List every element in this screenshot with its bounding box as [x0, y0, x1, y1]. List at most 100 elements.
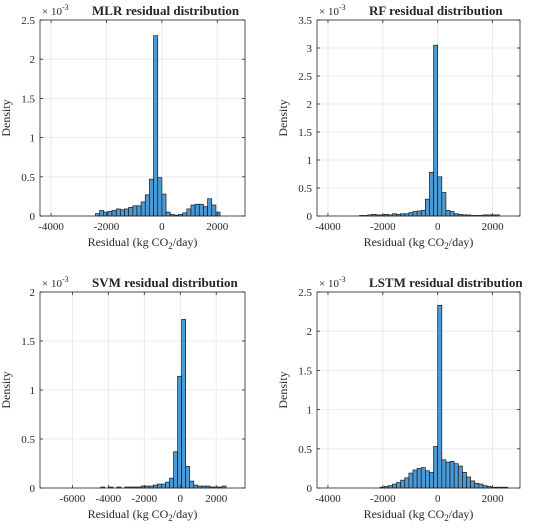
y-tick-label: 0.5 [21, 172, 35, 184]
histogram-bar [194, 203, 200, 217]
histogram-bar [190, 204, 196, 217]
histogram-bar [182, 212, 188, 217]
histogram-bar [416, 468, 422, 489]
histogram-bar [429, 171, 434, 217]
histogram-bar [457, 465, 463, 489]
y-axis-exponent: × 10-3 [319, 275, 346, 290]
histogram-bar [215, 211, 221, 217]
chart-title: MLR residual distribution [92, 3, 240, 18]
y-tick-label: 0 [307, 211, 313, 223]
y-tick-label: 1.5 [298, 127, 312, 139]
y-tick-label: 1 [307, 155, 313, 167]
y-tick-label: 0.5 [298, 444, 312, 456]
chart-panel-4: -4000 -2000 0 2000 0 0.5 1 1.5 2 2.5 × 10-3 LSTM re… [276, 275, 523, 523]
histogram-bar [99, 210, 105, 217]
histogram-bar [144, 194, 150, 217]
y-tick-label: 2 [30, 287, 36, 299]
histogram-bar [474, 482, 480, 489]
y-axis-label: Density [276, 99, 290, 136]
chart-title: RF residual distribution [369, 3, 503, 18]
histogram-bar [433, 44, 439, 217]
y-tick-label: 0.5 [298, 183, 312, 195]
y-tick-label: 0 [307, 483, 313, 495]
x-axis-label: Residual (kg CO2/day) [88, 507, 198, 523]
histogram-bar [445, 210, 451, 217]
histogram-bar [153, 35, 159, 217]
y-axis-exponent: × 10-3 [42, 275, 69, 290]
y-tick-label: 1.5 [21, 336, 35, 348]
chart-panel-3: -6000 -4000 -2000 0 2000 0 0.5 1 1.5 2 × 10-3 SVM r… [0, 275, 246, 523]
axes-box [39, 19, 246, 217]
histogram-bar [429, 471, 434, 489]
histogram-bar [152, 484, 158, 489]
histogram-bar [149, 178, 154, 217]
y-tick-label: 2.5 [21, 15, 35, 27]
histogram-bar [470, 480, 476, 489]
histogram-bar [404, 477, 410, 489]
histogram-bar [128, 207, 134, 217]
x-tick-label: 0 [435, 221, 441, 233]
histogram-bar [412, 211, 418, 217]
histogram-bar [408, 472, 414, 489]
y-axis-label: Density [0, 99, 13, 136]
x-tick-label: 2000 [482, 221, 505, 233]
histogram-bar [119, 209, 125, 217]
chart-title: LSTM residual distribution [369, 275, 523, 290]
histogram-bar [132, 205, 138, 217]
x-tick-label: -2000 [131, 493, 157, 505]
x-tick-label: 2000 [205, 493, 228, 505]
x-axis-label: Residual (kg CO2/day) [88, 235, 198, 251]
y-tick-label: 1 [30, 133, 36, 145]
y-tick-label: 1 [307, 405, 313, 417]
histogram-bar [186, 208, 192, 217]
histogram-bar [211, 204, 217, 217]
x-axis-label: Residual (kg CO2/day) [364, 507, 474, 523]
axes-box [316, 291, 521, 489]
histogram-bar [185, 466, 191, 489]
y-tick-label: 0 [30, 211, 36, 223]
histogram-bar [433, 446, 439, 489]
y-axis-exponent: × 10-3 [319, 3, 346, 18]
y-tick-label: 0.5 [21, 434, 35, 446]
histogram-bar [437, 176, 443, 217]
y-tick-label: 2 [307, 99, 313, 111]
x-tick-label: 0 [178, 493, 184, 505]
x-tick-label: -2000 [94, 221, 120, 233]
histogram-bar [449, 460, 455, 489]
histogram-bar [157, 177, 163, 217]
histogram-bar [115, 208, 121, 217]
histogram-bar [392, 483, 397, 489]
histogram-bar [203, 206, 208, 217]
histogram-bar [420, 210, 426, 217]
y-tick-label: 2 [307, 326, 313, 338]
axes-box [316, 19, 521, 217]
x-axis-label: Residual (kg CO2/day) [364, 235, 474, 251]
histogram-bar [466, 476, 471, 489]
chart-title: SVM residual distribution [92, 275, 238, 290]
histogram-bar [189, 480, 195, 489]
histogram-bar [107, 210, 113, 217]
chart-panel-2: -4000 -2000 0 2000 0 0.5 1 1.5 2 2.5 3 3.5 × 10-3 RF … [276, 3, 521, 251]
y-tick-label: 2.5 [298, 287, 312, 299]
histogram-bar [425, 470, 430, 489]
x-tick-label: -4000 [315, 221, 341, 233]
histogram-bar [181, 319, 187, 489]
histogram-bar [453, 463, 459, 489]
chart-panel-1: -4000 -2000 0 2000 0 0.5 1 1.5 2 2.5 × 10-3 MLR res… [0, 3, 246, 251]
histogram-bar [136, 205, 142, 217]
histogram-bar [156, 483, 162, 489]
histogram-bar [198, 203, 204, 217]
histogram-bar [207, 198, 213, 217]
histogram-bar [396, 482, 402, 489]
histogram-bar [412, 469, 418, 489]
x-tick-label: 2000 [206, 221, 229, 233]
x-tick-label: -4000 [38, 221, 64, 233]
histogram-bar [441, 192, 447, 217]
x-tick-label: -2000 [370, 221, 396, 233]
histogram-bar [177, 375, 182, 489]
histogram-bar [161, 193, 167, 217]
histogram-bar [441, 459, 447, 489]
histogram-bar [103, 211, 109, 217]
y-tick-label: 2 [30, 54, 36, 66]
